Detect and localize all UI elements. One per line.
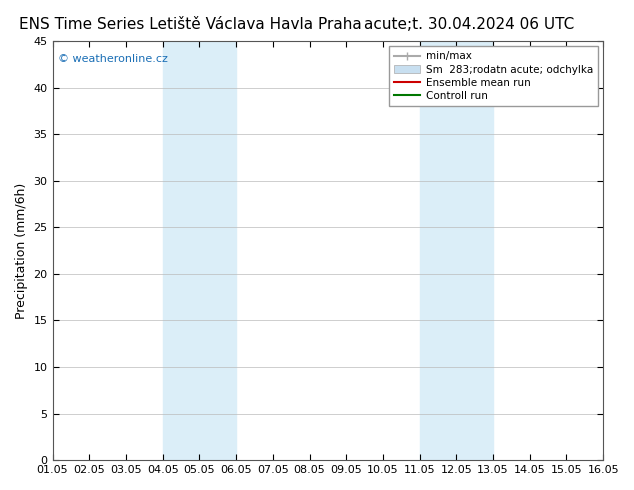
Text: acute;t. 30.04.2024 06 UTC: acute;t. 30.04.2024 06 UTC [364, 17, 574, 32]
Y-axis label: Precipitation (mm/6h): Precipitation (mm/6h) [15, 182, 28, 318]
Legend: min/max, Sm  283;rodatn acute; odchylka, Ensemble mean run, Controll run: min/max, Sm 283;rodatn acute; odchylka, … [389, 46, 598, 106]
Text: ENS Time Series Letiště Václava Havla Praha: ENS Time Series Letiště Václava Havla Pr… [19, 17, 361, 32]
Text: © weatheronline.cz: © weatheronline.cz [58, 53, 168, 64]
Bar [163, 41, 236, 460]
Bar [420, 41, 493, 460]
